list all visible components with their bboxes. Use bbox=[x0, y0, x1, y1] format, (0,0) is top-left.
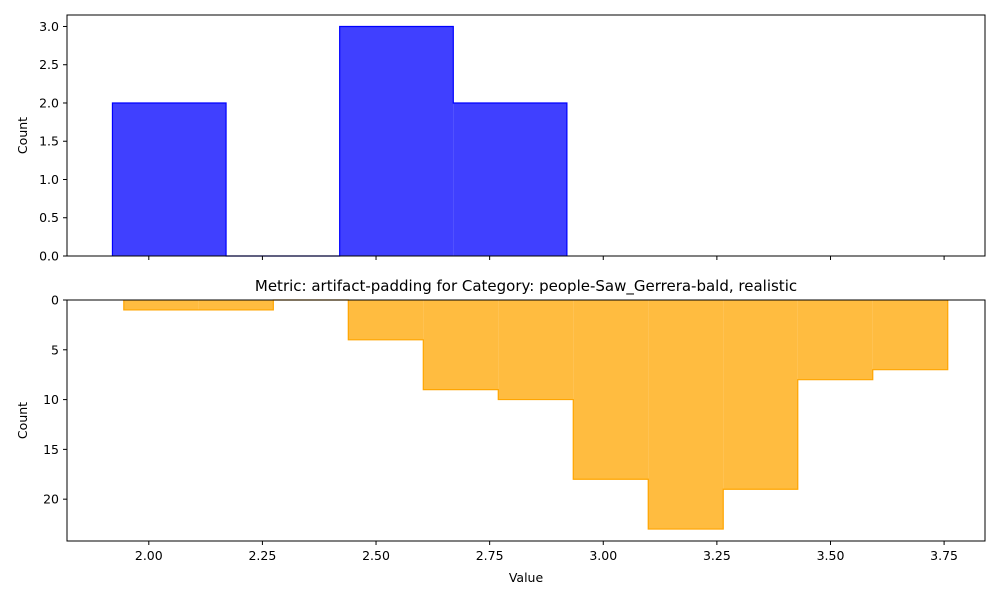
bottom-x-tick-label: 3.00 bbox=[589, 548, 617, 563]
top-histogram-outline bbox=[111, 25, 568, 257]
bottom-chart-title: Metric: artifact-padding for Category: p… bbox=[255, 277, 797, 296]
top-y-tick-label: 2.5 bbox=[39, 57, 59, 72]
bottom-y-axis-label: Count bbox=[15, 402, 30, 439]
top-y-axis-label: Count bbox=[15, 117, 30, 154]
bottom-x-tick-label: 2.50 bbox=[362, 548, 390, 563]
bottom-y-tick-label: 0 bbox=[51, 293, 59, 308]
bottom-y-tick-label: 5 bbox=[51, 342, 59, 357]
top-histogram-bin bbox=[112, 102, 227, 256]
top-y-tick-label: 1.0 bbox=[39, 172, 59, 187]
bottom-histogram-bin bbox=[498, 300, 574, 400]
top-y-tick-label: 2.0 bbox=[39, 95, 59, 110]
bottom-histogram-marks bbox=[123, 299, 949, 530]
bottom-histogram-bin bbox=[423, 300, 499, 390]
bottom-histogram-bin bbox=[723, 300, 798, 490]
bottom-x-tick-label: 2.75 bbox=[476, 548, 504, 563]
bottom-chart: Metric: artifact-padding for Category: p… bbox=[15, 277, 986, 585]
bottom-x-tick-label: 2.00 bbox=[135, 548, 163, 563]
bottom-histogram-bin bbox=[872, 300, 948, 370]
bottom-histogram-bin bbox=[573, 300, 649, 480]
top-y-tick-label: 0.0 bbox=[39, 249, 59, 264]
bottom-axes-frame bbox=[66, 299, 986, 542]
bottom-y-tick-label: 20 bbox=[43, 492, 59, 507]
bottom-y-tick-label: 15 bbox=[43, 442, 59, 457]
top-histogram-bin bbox=[339, 26, 454, 256]
top-y-tick-label: 3.0 bbox=[39, 19, 59, 34]
bottom-histogram-bin bbox=[348, 300, 424, 340]
bottom-histogram-bin bbox=[123, 300, 199, 310]
top-histogram-marks bbox=[111, 25, 568, 257]
bottom-x-tick-label: 2.25 bbox=[248, 548, 276, 563]
top-chart: 0.0 0.5 1.0 1.5 2.0 2.5 3.0 Count bbox=[15, 14, 986, 264]
bottom-histogram-bin bbox=[797, 300, 873, 380]
bottom-x-tick-label: 3.50 bbox=[817, 548, 845, 563]
bottom-histogram-bin bbox=[648, 300, 724, 530]
top-x-ticks bbox=[148, 256, 945, 260]
top-axes-frame bbox=[66, 14, 986, 257]
bottom-x-tick-label: 3.25 bbox=[703, 548, 731, 563]
top-y-ticks: 0.0 0.5 1.0 1.5 2.0 2.5 3.0 bbox=[39, 19, 67, 264]
bottom-y-tick-label: 10 bbox=[43, 392, 59, 407]
bottom-y-ticks: 0 5 10 15 20 bbox=[43, 293, 67, 507]
bottom-histogram-bin bbox=[198, 300, 274, 310]
bottom-histogram-outline bbox=[123, 299, 949, 530]
bottom-x-tick-label: 3.75 bbox=[930, 548, 958, 563]
bottom-x-axis-label: Value bbox=[509, 570, 544, 585]
top-y-tick-label: 0.5 bbox=[39, 210, 59, 225]
top-histogram-bin bbox=[453, 102, 567, 256]
bottom-x-ticks: 2.00 2.25 2.50 2.75 3.00 3.25 3.50 3.75 bbox=[135, 541, 958, 563]
top-y-tick-label: 1.5 bbox=[39, 134, 59, 149]
